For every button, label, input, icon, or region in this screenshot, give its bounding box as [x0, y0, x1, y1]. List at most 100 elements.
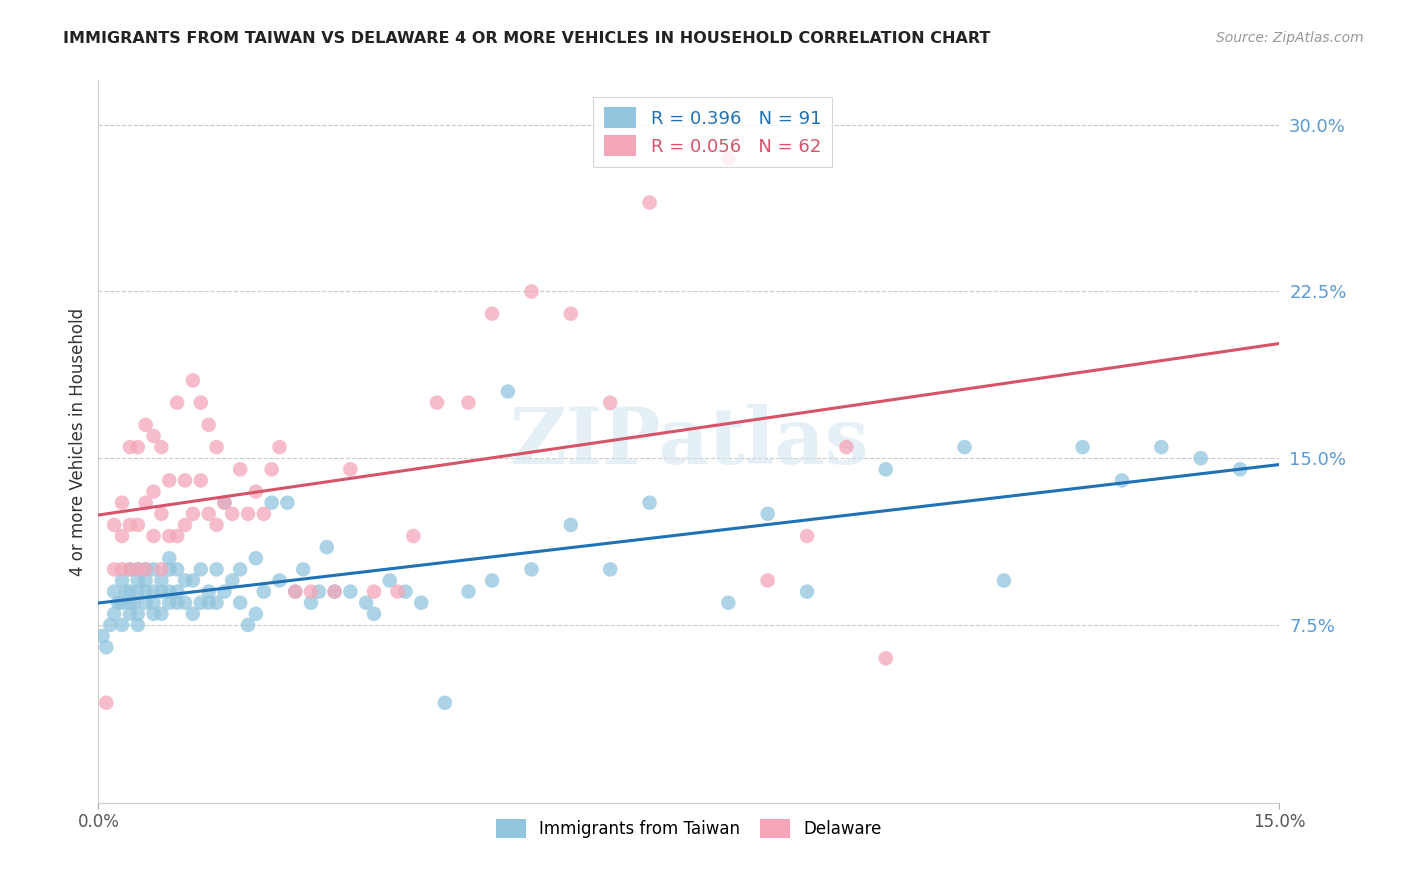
Point — [756, 507, 779, 521]
Point — [166, 596, 188, 610]
Point — [115, 584, 138, 599]
Point — [402, 529, 425, 543]
Point — [299, 584, 322, 599]
Point — [142, 596, 165, 610]
Point — [638, 496, 661, 510]
Point — [190, 596, 212, 610]
Point — [245, 607, 267, 621]
Point — [181, 373, 204, 387]
Point — [197, 596, 219, 610]
Point — [166, 529, 188, 543]
Point — [103, 562, 125, 576]
Point — [142, 484, 165, 499]
Point — [142, 562, 165, 576]
Point — [323, 584, 346, 599]
Point — [354, 596, 377, 610]
Point — [496, 384, 519, 399]
Point — [111, 529, 134, 543]
Point — [135, 574, 157, 588]
Point — [387, 584, 409, 599]
Point — [118, 562, 141, 576]
Point — [122, 596, 145, 610]
Point — [103, 584, 125, 599]
Point — [157, 474, 180, 488]
Point — [229, 596, 252, 610]
Point — [142, 529, 165, 543]
Point — [214, 496, 236, 510]
Point — [127, 607, 149, 621]
Point — [308, 584, 330, 599]
Point — [135, 562, 157, 576]
Point — [135, 562, 157, 576]
Point — [953, 440, 976, 454]
Point — [284, 584, 307, 599]
Point — [142, 607, 165, 621]
Point — [150, 440, 173, 454]
Point — [157, 551, 180, 566]
Point — [1229, 462, 1251, 476]
Point — [1189, 451, 1212, 466]
Point — [174, 596, 197, 610]
Point — [127, 584, 149, 599]
Point — [103, 517, 125, 532]
Point — [363, 607, 385, 621]
Point — [599, 395, 621, 409]
Point — [181, 607, 204, 621]
Point — [269, 574, 291, 588]
Point — [245, 484, 267, 499]
Point — [339, 462, 361, 476]
Point — [284, 584, 307, 599]
Text: ZIPatlas: ZIPatlas — [509, 403, 869, 480]
Point — [299, 596, 322, 610]
Point — [276, 496, 298, 510]
Point — [181, 574, 204, 588]
Point — [426, 395, 449, 409]
Point — [118, 517, 141, 532]
Point — [260, 496, 283, 510]
Point — [118, 562, 141, 576]
Point — [157, 562, 180, 576]
Point — [135, 496, 157, 510]
Point — [111, 574, 134, 588]
Point — [118, 607, 141, 621]
Point — [599, 562, 621, 576]
Point — [1111, 474, 1133, 488]
Point — [214, 584, 236, 599]
Point — [221, 507, 243, 521]
Point — [339, 584, 361, 599]
Point — [205, 562, 228, 576]
Point — [174, 474, 197, 488]
Point — [118, 440, 141, 454]
Point — [127, 517, 149, 532]
Point — [378, 574, 401, 588]
Point — [197, 507, 219, 521]
Point — [993, 574, 1015, 588]
Point — [481, 307, 503, 321]
Point — [363, 584, 385, 599]
Point — [245, 551, 267, 566]
Point — [717, 596, 740, 610]
Point — [103, 607, 125, 621]
Point — [229, 462, 252, 476]
Text: IMMIGRANTS FROM TAIWAN VS DELAWARE 4 OR MORE VEHICLES IN HOUSEHOLD CORRELATION C: IMMIGRANTS FROM TAIWAN VS DELAWARE 4 OR … — [63, 31, 991, 46]
Point — [1150, 440, 1173, 454]
Point — [520, 285, 543, 299]
Point — [150, 584, 173, 599]
Point — [481, 574, 503, 588]
Point — [127, 562, 149, 576]
Point — [221, 574, 243, 588]
Point — [166, 395, 188, 409]
Point — [214, 496, 236, 510]
Point — [323, 584, 346, 599]
Point — [127, 440, 149, 454]
Point — [638, 195, 661, 210]
Point — [875, 651, 897, 665]
Point — [197, 417, 219, 432]
Y-axis label: 4 or more Vehicles in Household: 4 or more Vehicles in Household — [69, 308, 87, 575]
Point — [205, 517, 228, 532]
Point — [127, 618, 149, 632]
Point — [127, 574, 149, 588]
Point — [269, 440, 291, 454]
Point — [236, 618, 259, 632]
Point — [1071, 440, 1094, 454]
